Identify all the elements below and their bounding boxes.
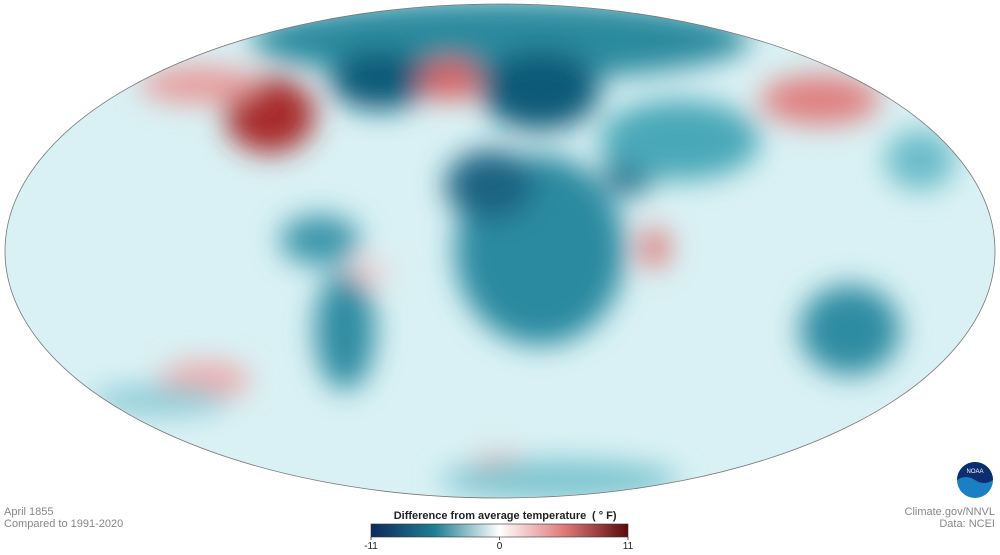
anomaly-field <box>90 4 955 498</box>
colorbar <box>370 523 629 538</box>
colorbar-ticks: -11 0 11 <box>364 537 634 552</box>
credit: Climate.gov/NNVL <box>905 506 995 518</box>
noaa-logo: NOAA <box>957 462 993 498</box>
map-outline <box>4 3 996 499</box>
tick-label: -11 <box>364 541 378 552</box>
legend-unit: ( ° F) <box>592 510 617 522</box>
logo-text: NOAA <box>966 469 983 475</box>
date: April 1855 <box>4 506 54 518</box>
tick-label: 11 <box>623 541 634 552</box>
temperature-map <box>5 4 995 498</box>
source: Data: NCEI <box>939 518 995 530</box>
baseline: Compared to 1991-2020 <box>4 518 123 530</box>
tick-label: 0 <box>497 541 503 552</box>
legend-title: Difference from average temperature <box>394 510 587 522</box>
